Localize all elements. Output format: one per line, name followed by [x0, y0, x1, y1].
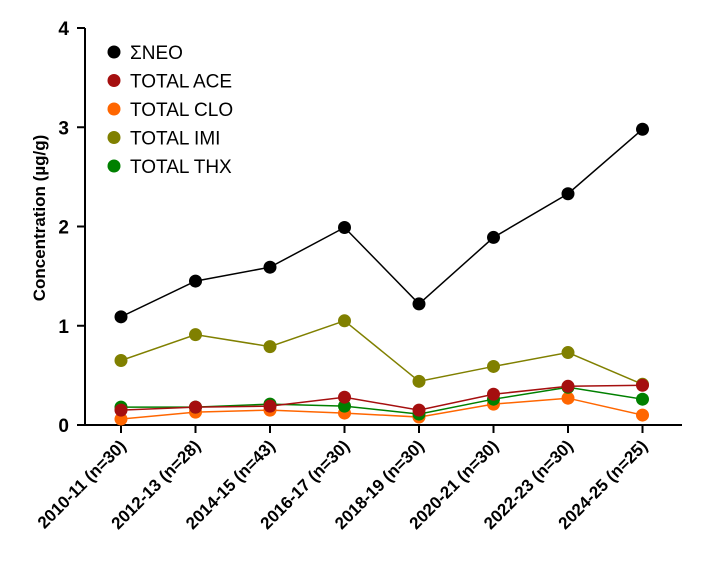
legend-marker [107, 74, 121, 87]
data-point [636, 408, 649, 422]
series-line [120, 384, 643, 411]
series-line [120, 397, 643, 420]
data-point [114, 403, 128, 417]
data-point [487, 387, 500, 401]
y-tick-label: 0 [58, 416, 69, 437]
series-layer [114, 122, 649, 426]
data-point [561, 187, 575, 201]
data-point [189, 328, 202, 342]
series-3 [114, 314, 649, 391]
series-0 [114, 122, 649, 324]
data-point [412, 403, 426, 417]
data-point [263, 260, 277, 274]
legend-marker [107, 45, 121, 59]
x-ticks: 2010-11 (n=30)2012-13 (n=28)2014-15 (n=4… [34, 425, 651, 533]
legend: ΣNEO TOTAL ACE TOTAL CLO TOTAL IMI TOTAL THX [107, 43, 233, 178]
data-point [338, 220, 351, 234]
legend-label: TOTAL ACE [130, 72, 232, 93]
data-point [189, 400, 202, 414]
data-point [338, 399, 351, 413]
data-point [114, 310, 128, 324]
data-point [263, 340, 277, 354]
data-point [189, 274, 202, 288]
data-point [636, 392, 649, 406]
legend-marker [107, 102, 121, 116]
data-point [412, 297, 426, 311]
legend-marker [107, 131, 121, 144]
data-point [636, 378, 649, 392]
data-point [114, 353, 128, 367]
data-point [263, 399, 277, 413]
y-tick-label: 3 [58, 118, 69, 139]
data-point [487, 359, 500, 373]
data-point [561, 379, 575, 393]
data-point [338, 314, 351, 328]
y-tick-label: 4 [58, 19, 69, 40]
legend-label: ΣNEO [130, 43, 183, 64]
legend-label: TOTAL THX [130, 157, 232, 178]
y-ticks: 0 1 2 3 4 [58, 19, 85, 437]
legend-marker [107, 159, 121, 173]
legend-label: TOTAL IMI [130, 129, 220, 150]
data-point [561, 391, 575, 405]
data-point [114, 412, 128, 426]
series-line [120, 128, 643, 318]
data-point [561, 346, 575, 360]
data-point [487, 230, 500, 244]
data-point [338, 390, 351, 404]
y-axis-title: Concentration (µg/g) [30, 135, 49, 302]
data-point [412, 374, 426, 388]
y-tick-label: 2 [58, 218, 69, 239]
series-1 [114, 378, 649, 417]
y-tick-label: 1 [58, 317, 69, 338]
data-point [636, 122, 649, 136]
series-line [120, 319, 643, 385]
legend-label: TOTAL CLO [130, 100, 233, 121]
